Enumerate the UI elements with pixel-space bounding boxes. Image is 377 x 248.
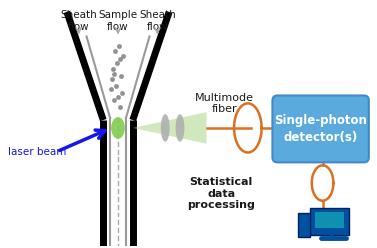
Ellipse shape	[111, 117, 125, 139]
Text: Multimode
fiber: Multimode fiber	[195, 93, 254, 114]
Text: Sheath
flow: Sheath flow	[60, 10, 97, 31]
Text: Sheath
flow: Sheath flow	[139, 10, 176, 31]
Ellipse shape	[161, 114, 170, 142]
FancyBboxPatch shape	[315, 212, 344, 228]
FancyBboxPatch shape	[273, 95, 369, 162]
Text: Sample
flow: Sample flow	[98, 10, 138, 31]
Text: laser beam: laser beam	[8, 147, 66, 156]
FancyBboxPatch shape	[298, 214, 310, 237]
Polygon shape	[133, 112, 207, 144]
Ellipse shape	[176, 114, 184, 142]
Text: Statistical
data
processing: Statistical data processing	[187, 177, 255, 210]
FancyBboxPatch shape	[310, 208, 349, 235]
Text: Single-photon
detector(s): Single-photon detector(s)	[274, 114, 367, 144]
